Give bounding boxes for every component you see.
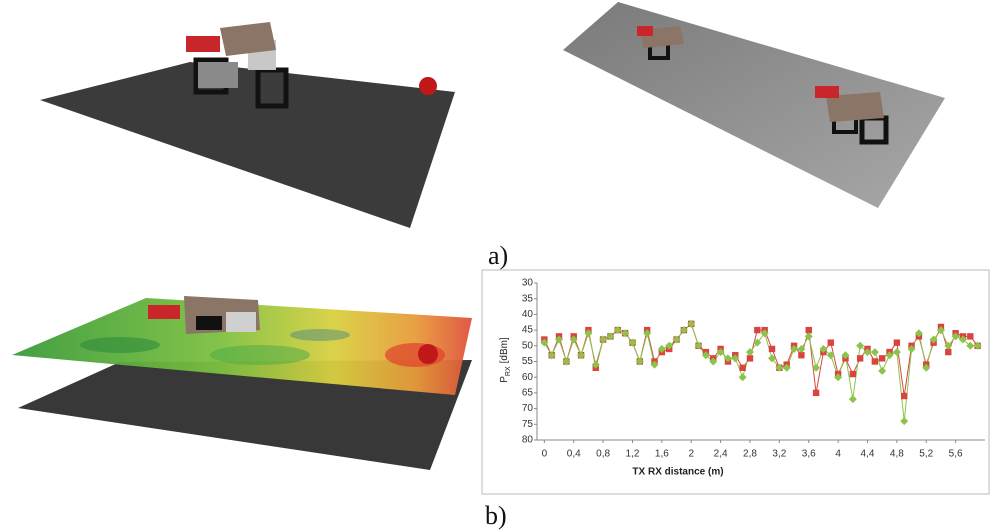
y-tick-label: 55 [522, 356, 534, 367]
x-tick-label: 4,4 [861, 449, 875, 460]
y-tick-label: 75 [522, 419, 534, 430]
x-tick-label: 3,6 [802, 449, 816, 460]
point [754, 327, 760, 333]
label-a: a) [488, 241, 508, 270]
y-tick-label: 45 [522, 325, 534, 336]
x-tick-label: 1,6 [655, 449, 669, 460]
point [857, 355, 863, 361]
x-tick-label: 5,2 [919, 449, 933, 460]
figure: a) b) PRX[dBm] TX RX distance (m) 303540… [0, 0, 992, 531]
x-tick-label: 0,4 [567, 449, 581, 460]
x-tick-label: 2,4 [714, 449, 728, 460]
x-tick-label: 0 [542, 449, 548, 460]
chart-frame [482, 270, 989, 494]
point [872, 358, 878, 364]
render-a-left [40, 22, 455, 228]
point [894, 339, 900, 345]
point [806, 327, 812, 333]
point [739, 365, 745, 371]
point [967, 333, 973, 339]
x-tick-label: 3,2 [772, 449, 786, 460]
x-tick-label: 2,8 [743, 449, 757, 460]
point [850, 371, 856, 377]
y-tick-label: 40 [522, 309, 534, 320]
x-axis-label: TX RX distance (m) [632, 467, 723, 478]
point [813, 390, 819, 396]
x-tick-label: 4,8 [890, 449, 904, 460]
x-tick-label: 2 [688, 449, 694, 460]
x-tick-label: 0,8 [596, 449, 610, 460]
label-b: b) [485, 501, 507, 530]
render-a-right [563, 2, 945, 208]
x-tick-label: 5,6 [949, 449, 963, 460]
point [747, 355, 753, 361]
point [879, 355, 885, 361]
x-tick-label: 1,2 [626, 449, 640, 460]
y-tick-label: 30 [522, 278, 534, 289]
page: {"figure_labels": {"a": "a)", "b": "b)"}… [0, 0, 992, 531]
point [901, 393, 907, 399]
y-tick-label: 35 [522, 293, 534, 304]
x-tick-label: 4 [835, 449, 841, 460]
render-b [12, 296, 472, 470]
point [798, 352, 804, 358]
point [945, 349, 951, 355]
point [769, 346, 775, 352]
y-tick-label: 70 [522, 403, 534, 414]
y-tick-label: 65 [522, 388, 534, 399]
y-tick-label: 50 [522, 340, 534, 351]
y-tick-label: 60 [522, 372, 534, 383]
point [828, 339, 834, 345]
y-tick-label: 80 [522, 435, 534, 446]
